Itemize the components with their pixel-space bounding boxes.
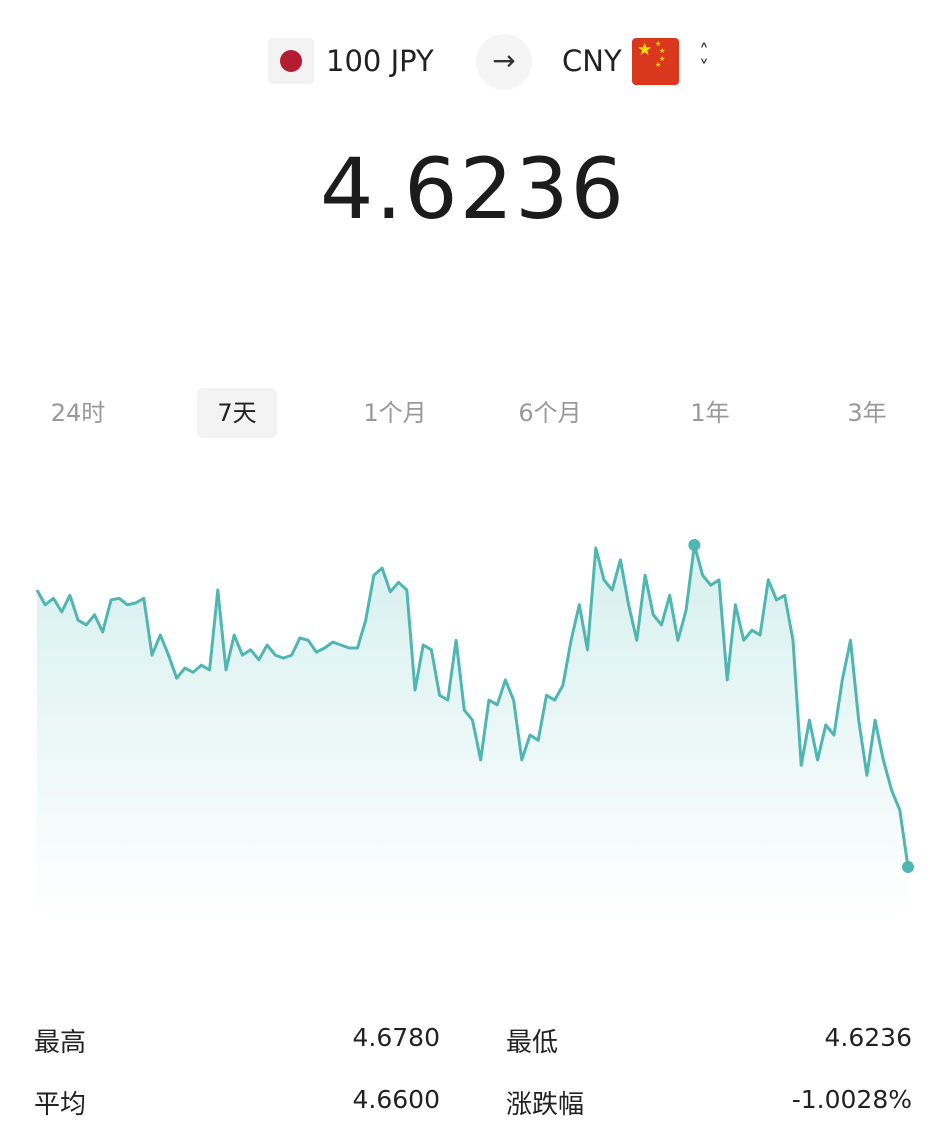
- max-marker: [688, 539, 701, 551]
- from-currency[interactable]: 100 JPY: [326, 44, 434, 78]
- last-marker: [902, 861, 914, 873]
- japan-flag-icon[interactable]: [268, 38, 314, 84]
- tab-1m[interactable]: 1个月: [363, 399, 427, 427]
- high-value: 4.6780: [352, 1023, 440, 1052]
- to-currency[interactable]: CNY: [562, 44, 622, 78]
- tab-7d[interactable]: 7天: [197, 388, 277, 438]
- high-label: 最高: [34, 1028, 87, 1058]
- average-value: 4.6600: [352, 1085, 440, 1114]
- low-value: 4.6236: [824, 1023, 912, 1052]
- average-label: 平均: [34, 1090, 87, 1120]
- tab-6m[interactable]: 6个月: [518, 399, 582, 427]
- change-value: -1.0028%: [791, 1085, 912, 1114]
- swap-button[interactable]: →: [476, 34, 532, 90]
- tab-1y[interactable]: 1年: [690, 399, 730, 427]
- currency-pair-selector: 100 JPY → CNY ★ ★ ★ ★ ★ ˄ ˅: [0, 34, 946, 90]
- tab-3y[interactable]: 3年: [847, 399, 887, 427]
- chart-area-fill: [37, 545, 908, 920]
- chevron-up-down-icon[interactable]: ˄ ˅: [699, 40, 709, 80]
- tab-24h[interactable]: 24时: [50, 399, 106, 427]
- change-label: 涨跌幅: [506, 1090, 585, 1120]
- period-tabs: 24时 7天 1个月 6个月 1年 3年: [0, 388, 946, 438]
- low-label: 最低: [506, 1028, 559, 1058]
- rate-line: [35, 543, 910, 868]
- exchange-rate-value: 4.6236: [320, 140, 626, 238]
- rate-chart[interactable]: [0, 480, 946, 940]
- china-flag-icon[interactable]: ★ ★ ★ ★ ★: [632, 38, 679, 85]
- arrow-right-icon: →: [492, 44, 516, 77]
